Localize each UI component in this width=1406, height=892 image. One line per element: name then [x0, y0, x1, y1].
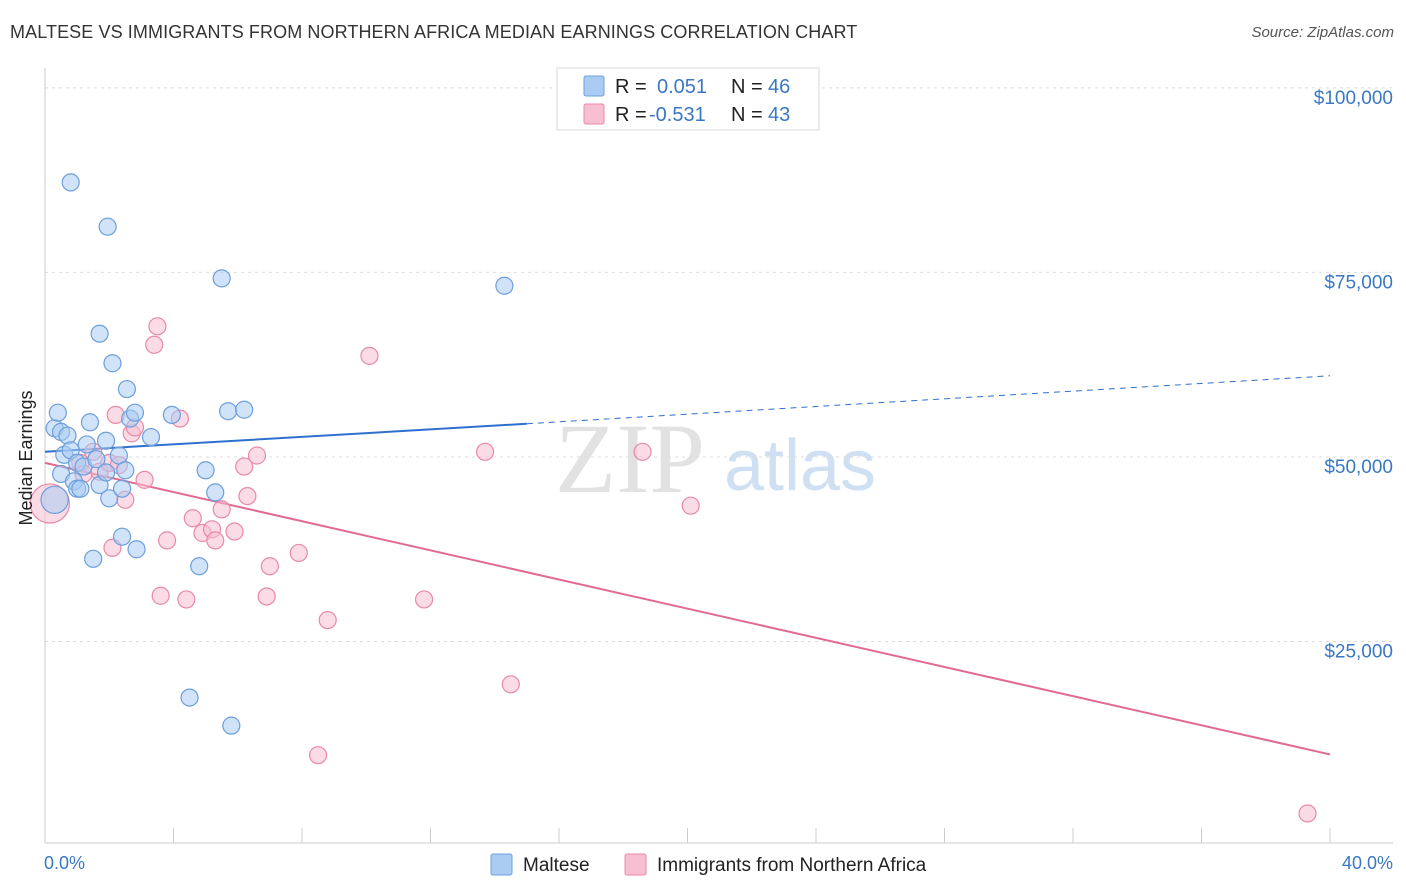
point-immigrants-22	[206, 531, 225, 550]
point-maltese-27	[112, 527, 132, 546]
watermark-zip: ZIP	[555, 403, 705, 514]
point-maltese-31	[125, 403, 145, 422]
point-immigrants-12	[135, 470, 154, 489]
y-tick-75000: $75,000	[1324, 272, 1393, 293]
legend-r-value-maltese: 0.051	[657, 76, 707, 98]
point-immigrants-26	[238, 486, 257, 506]
point-maltese-26	[112, 479, 132, 498]
point-immigrants-30	[289, 543, 308, 563]
point-maltese-21	[96, 463, 116, 482]
point-immigrants-31	[318, 610, 337, 630]
point-maltese-22	[98, 217, 117, 236]
legend-n-value-immigrants: 43	[768, 104, 790, 126]
legend-r-value-immigrants: -0.531	[649, 104, 706, 126]
point-immigrants-13	[145, 335, 164, 354]
point-maltese-38	[206, 483, 225, 502]
point-immigrants-16	[157, 531, 177, 550]
point-immigrants-37	[633, 442, 652, 461]
point-maltese-20	[96, 431, 116, 450]
point-maltese-37	[196, 461, 215, 480]
point-maltese-12	[71, 479, 90, 498]
y-tick-labels: $25,000 $50,000 $75,000 $100,000	[1314, 88, 1393, 663]
trend-line-0	[44, 422, 527, 453]
bottom-legend-label-immigrants: Immigrants from Northern Africa	[657, 855, 927, 876]
watermark-atlas: atlas	[724, 426, 876, 506]
point-maltese-0	[40, 485, 69, 514]
point-maltese-2	[48, 403, 67, 422]
x-tick-labels: 0.0% 40.0%	[44, 853, 1393, 873]
point-maltese-29	[117, 379, 137, 399]
y-tick-50000: $50,000	[1324, 457, 1393, 478]
legend-swatch-immigrants	[583, 103, 605, 125]
point-maltese-40	[219, 402, 238, 421]
point-maltese-35	[180, 688, 199, 707]
bottom-legend-swatch-immigrants	[624, 853, 647, 876]
point-maltese-33	[141, 427, 161, 447]
point-maltese-16	[84, 549, 103, 568]
y-tick-25000: $25,000	[1324, 641, 1393, 662]
point-immigrants-18	[177, 590, 196, 609]
point-immigrants-34	[414, 590, 434, 609]
point-maltese-24	[103, 354, 122, 373]
legend-swatch-maltese	[583, 75, 605, 97]
y-axis-label: Median Earnings	[16, 390, 36, 525]
point-maltese-15	[80, 413, 100, 432]
point-immigrants-19	[183, 509, 202, 528]
bottom-legend-label-maltese: Maltese	[523, 855, 590, 876]
point-maltese-32	[127, 540, 146, 559]
point-immigrants-15	[151, 586, 170, 605]
point-maltese-28	[116, 461, 135, 480]
point-immigrants-24	[225, 522, 244, 541]
point-maltese-14	[77, 435, 96, 454]
point-maltese-43	[495, 276, 514, 295]
point-maltese-17	[87, 450, 106, 469]
bottom-legend-swatch-maltese	[490, 853, 513, 876]
trend-line-dashed-0	[526, 375, 1331, 425]
point-immigrants-39	[1298, 804, 1317, 823]
point-immigrants-35	[476, 442, 495, 461]
legend-n-value-maltese: 46	[768, 76, 790, 98]
trend-line-1	[44, 461, 1331, 756]
x-tick-label-0: 0.0%	[44, 853, 85, 873]
point-immigrants-38	[681, 496, 700, 515]
gridlines	[45, 87, 1393, 642]
point-immigrants-36	[501, 675, 520, 694]
axes	[44, 68, 1393, 844]
point-maltese-39	[212, 269, 231, 288]
data-points	[29, 173, 1317, 823]
correlation-legend: R = 0.051 N = 46 R = -0.531 N = 43	[556, 67, 820, 131]
point-immigrants-14	[148, 317, 167, 336]
point-immigrants-27	[247, 446, 267, 465]
point-maltese-41	[222, 716, 241, 735]
x-tick-label-1: 40.0%	[1342, 853, 1393, 873]
point-maltese-19	[90, 324, 109, 343]
point-maltese-23	[100, 489, 119, 508]
legend-r-label-immigrants: R =	[615, 104, 647, 126]
point-maltese-6	[58, 426, 77, 445]
point-maltese-7	[61, 173, 80, 192]
legend-n-label-immigrants: N =	[731, 104, 763, 126]
legend-r-label-maltese: R =	[615, 76, 647, 98]
point-maltese-42	[235, 400, 254, 419]
trend-lines	[44, 375, 1331, 756]
legend-n-label-maltese: N =	[731, 76, 763, 98]
chart-title: MALTESE VS IMMIGRANTS FROM NORTHERN AFRI…	[10, 22, 858, 42]
point-immigrants-33	[360, 346, 379, 365]
y-tick-100000: $100,000	[1314, 88, 1393, 109]
point-maltese-36	[190, 557, 209, 576]
point-immigrants-29	[260, 557, 279, 576]
chart-source: Source: ZipAtlas.com	[1251, 24, 1394, 41]
series-legend: Maltese Immigrants from Northern Africa	[490, 853, 927, 876]
point-immigrants-32	[308, 746, 328, 765]
point-immigrants-23	[212, 500, 231, 519]
point-immigrants-28	[257, 587, 276, 606]
point-immigrants-25	[235, 457, 254, 476]
point-maltese-34	[162, 405, 181, 425]
